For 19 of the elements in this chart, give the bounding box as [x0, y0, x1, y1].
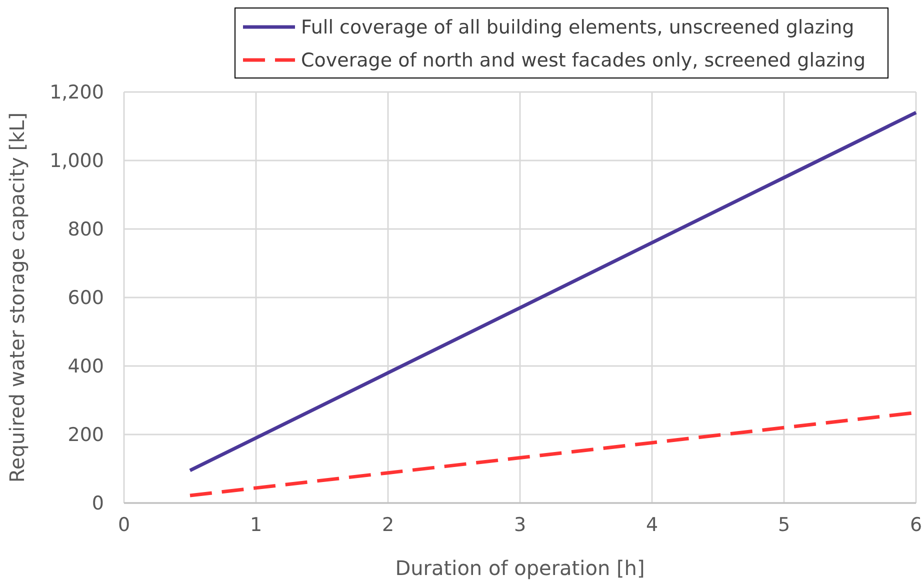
- legend-label: Coverage of north and west facades only, screened glazing: [301, 50, 866, 72]
- x-tick-label: 3: [514, 514, 526, 536]
- x-tick-label: 4: [646, 514, 658, 536]
- x-tick-label: 5: [778, 514, 790, 536]
- x-tick-label: 0: [118, 514, 130, 536]
- x-tick-label: 6: [910, 514, 922, 536]
- line-series: [188, 110, 918, 472]
- x-axis-title: Duration of operation [h]: [395, 556, 645, 580]
- x-tick-label: 2: [382, 514, 394, 536]
- y-axis-title: Required water storage capacity [kL]: [5, 112, 29, 483]
- x-tick-label: 1: [250, 514, 262, 536]
- y-tick-label: 600: [68, 287, 104, 310]
- y-tick-label: 0: [92, 492, 104, 515]
- y-tick-label: 1,000: [50, 150, 104, 172]
- y-tick-label: 1,200: [50, 82, 104, 104]
- y-tick-label: 400: [68, 356, 104, 378]
- y-tick-label: 800: [68, 218, 104, 241]
- y-tick-label: 200: [68, 424, 104, 446]
- legend-label: Full coverage of all building elements, unscreened glazing: [301, 16, 854, 39]
